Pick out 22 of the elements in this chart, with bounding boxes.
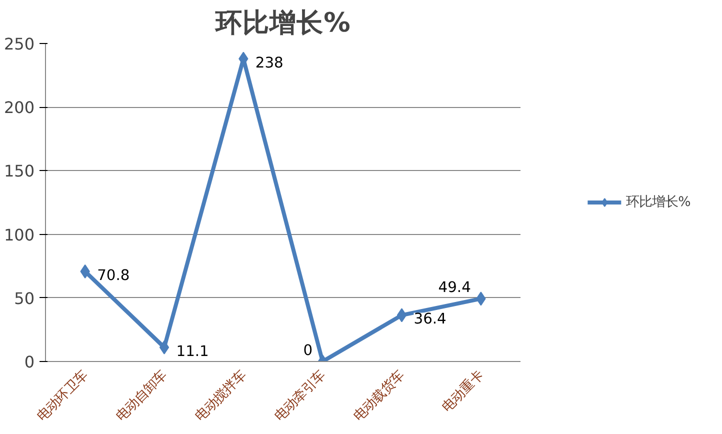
x-tick-label: 电动自卸车 — [112, 367, 170, 424]
y-tick-label: 250 — [4, 34, 35, 54]
y-tick-label: 150 — [4, 162, 35, 181]
point — [159, 340, 170, 354]
y-tick-label: 0 — [24, 352, 35, 372]
data-label: 0 — [303, 342, 313, 359]
y-tick-label: 100 — [4, 225, 35, 244]
data-label: 11.1 — [176, 342, 209, 360]
x-tick-label: 电动载货车 — [350, 367, 408, 424]
x-tick-label: 电动重卡 — [438, 367, 486, 415]
x-tick-label: 电动牵引车 — [271, 367, 328, 424]
data-label: 70.8 — [97, 266, 130, 284]
data-label: 238 — [255, 54, 284, 72]
x-tick-label: 电动搅拌车 — [192, 367, 249, 424]
legend-label: 环比增长% — [626, 194, 691, 211]
y-tick-label: 50 — [14, 288, 34, 308]
data-label: 49.4 — [438, 279, 471, 296]
x-tick-label: 电动环卫车 — [34, 367, 90, 424]
point — [396, 308, 407, 322]
y-tick-label: 200 — [4, 98, 35, 118]
chart-title: 环比增长% — [214, 8, 350, 38]
data-label: 36.4 — [414, 310, 446, 328]
